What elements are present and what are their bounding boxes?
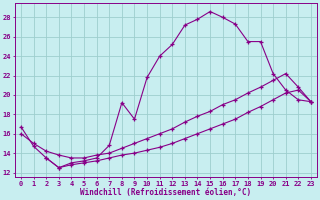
X-axis label: Windchill (Refroidissement éolien,°C): Windchill (Refroidissement éolien,°C)	[80, 188, 252, 197]
